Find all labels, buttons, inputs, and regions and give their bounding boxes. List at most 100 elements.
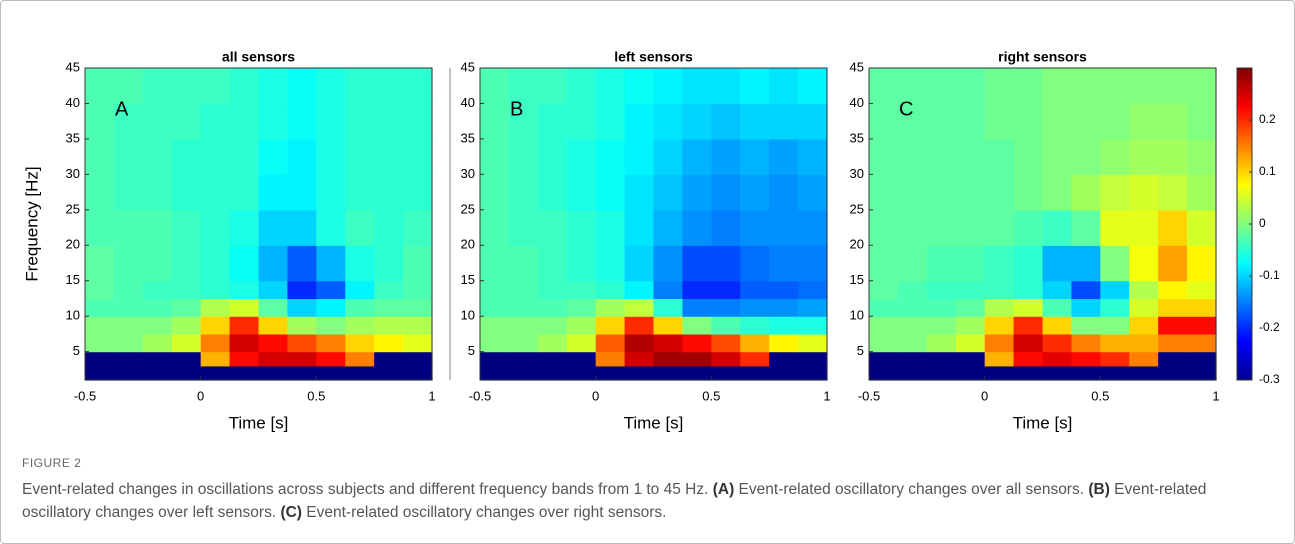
heatmap-cell (316, 103, 346, 140)
heatmap-cell (113, 68, 144, 105)
heatmap-cell (345, 316, 375, 335)
heatmap-cell (480, 138, 510, 175)
colorbar-tick-label: -0.1 (1259, 268, 1280, 282)
heatmap-cell (1013, 209, 1044, 246)
heatmap-cell (113, 298, 144, 317)
heatmap-cell (171, 245, 202, 282)
heatmap-cell (200, 280, 231, 300)
heatmap-cell (316, 245, 346, 282)
heatmap-cell (1013, 333, 1044, 353)
heatmap-cell (142, 103, 173, 140)
heatmap-cell (1071, 245, 1101, 282)
heatmap-cell (537, 280, 568, 300)
heatmap-cell (1100, 298, 1130, 317)
heatmap-cell (142, 174, 173, 211)
x-tick-label: 0 (197, 388, 204, 403)
heatmap-cell (653, 333, 684, 353)
x-tick-label: -0.5 (858, 388, 880, 403)
heatmap-cell (171, 316, 202, 335)
heatmap-cell (624, 365, 655, 381)
heatmap-cell (897, 245, 928, 282)
x-tick-label: 0.5 (702, 388, 720, 403)
heatmap-cell (595, 365, 626, 381)
heatmap-cell (1158, 351, 1188, 367)
heatmap-cell (1187, 351, 1217, 367)
heatmap-cell (287, 316, 317, 335)
heatmap-cell (85, 245, 115, 282)
heatmap-cell (258, 351, 289, 367)
heatmap-cell (229, 351, 260, 367)
heatmap-cell (955, 280, 986, 300)
heatmap-cell (869, 174, 899, 211)
heatmap-cell (200, 103, 231, 140)
heatmap-cell (926, 280, 957, 300)
heatmap-cell (740, 209, 770, 246)
y-tick-label: 35 (461, 130, 475, 145)
heatmap-cell (869, 351, 899, 367)
heatmap-cell (566, 365, 597, 381)
heatmap-cell (316, 351, 346, 367)
heatmap-cell (374, 333, 404, 353)
heatmap-cell (595, 280, 626, 300)
heatmap-cell (229, 316, 260, 335)
heatmap-cell (955, 138, 986, 175)
caption-part: (C) (280, 504, 302, 521)
heatmap-cell (142, 280, 173, 300)
heatmap-cell (798, 280, 828, 300)
panel-letter: A (115, 98, 129, 120)
heatmap-cell (653, 68, 684, 105)
heatmap-cell (926, 298, 957, 317)
heatmap-cell (258, 174, 289, 211)
heatmap-cell (316, 298, 346, 317)
heatmap-cell (595, 174, 626, 211)
heatmap-cell (653, 174, 684, 211)
heatmap-cell (142, 209, 173, 246)
heatmap-cell (229, 333, 260, 353)
heatmap-cell (1129, 365, 1159, 381)
heatmap-cell (113, 351, 144, 367)
x-tick-label: 0.5 (307, 388, 325, 403)
heatmap-cell (711, 68, 741, 105)
heatmap-cell (316, 365, 346, 381)
heatmap-cell (798, 174, 828, 211)
heatmap-cell (624, 351, 655, 367)
heatmap-cell (229, 298, 260, 317)
heatmap-cell (403, 298, 433, 317)
heatmap-cell (345, 245, 375, 282)
x-tick-label: 0 (981, 388, 988, 403)
heatmap-cell (316, 316, 346, 335)
heatmap-cell (1071, 316, 1101, 335)
heatmap-cell (537, 68, 568, 105)
heatmap-cell (508, 68, 539, 105)
heatmap-cell (403, 68, 433, 105)
heatmap-cell (1158, 298, 1188, 317)
heatmap-cell (316, 174, 346, 211)
heatmap-cell (1071, 280, 1101, 300)
heatmap-cell (869, 68, 899, 105)
heatmap-cell (345, 333, 375, 353)
heatmap-cell (229, 209, 260, 246)
heatmap-cell (955, 351, 986, 367)
heatmap-cell (287, 333, 317, 353)
heatmap-cell (1071, 138, 1101, 175)
y-tick-label: 25 (461, 201, 475, 216)
heatmap-cell (798, 138, 828, 175)
heatmap-cell (653, 351, 684, 367)
heatmap-cell (345, 174, 375, 211)
heatmap-cell (537, 333, 568, 353)
heatmap-cell (1071, 298, 1101, 317)
heatmap-cell (1071, 68, 1101, 105)
heatmap-cell (508, 316, 539, 335)
heatmap-cell (85, 316, 115, 335)
y-tick-label: 40 (461, 95, 475, 110)
heatmap-cell (508, 280, 539, 300)
heatmap-cell (926, 316, 957, 335)
heatmap-cell (1158, 280, 1188, 300)
heatmap-cell (537, 365, 568, 381)
heatmap-cell (566, 68, 597, 105)
heatmap-cell (869, 245, 899, 282)
heatmap-cell (537, 298, 568, 317)
heatmap-cell (926, 68, 957, 105)
heatmap-cell (1042, 138, 1073, 175)
heatmap-cell (403, 351, 433, 367)
